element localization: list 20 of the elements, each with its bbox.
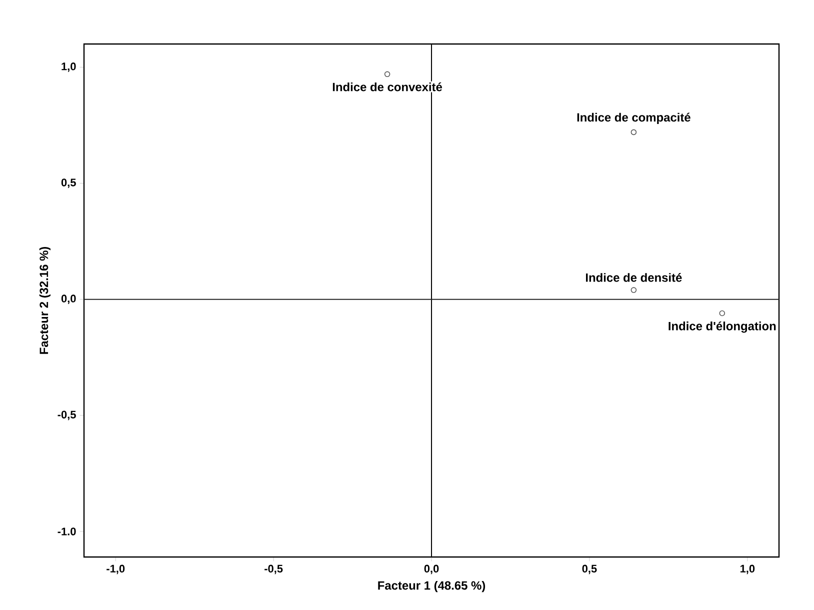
x-axis-title: Facteur 1 (48.65 %) (378, 580, 486, 592)
x-tick-label: -1,0 (106, 564, 125, 574)
y-tick-label: -0,5 (58, 410, 76, 420)
y-tick-label: -1.0 (58, 528, 76, 536)
point (719, 310, 726, 316)
series-label: Indice de convexité (332, 82, 442, 92)
y-axis-title: Facteur 2 (32.16 %) (39, 246, 51, 354)
y-tick-label: 0,5 (61, 178, 76, 188)
y-tick-label: 1,0 (62, 62, 76, 72)
point (630, 129, 637, 136)
point (384, 71, 390, 78)
x-tick-label: 0,0 (424, 564, 439, 574)
x-tick-label: 0,5 (582, 564, 597, 574)
point (630, 287, 637, 293)
series-label: Indice de compacité (577, 112, 690, 124)
y-tick-label: 0,0 (61, 294, 76, 304)
series-label: Indice de densité (586, 272, 682, 282)
x-tick-label: 1,0 (740, 564, 755, 574)
series-label: Indice d'élongation (668, 321, 776, 333)
x-tick-label: -0,5 (264, 564, 283, 574)
